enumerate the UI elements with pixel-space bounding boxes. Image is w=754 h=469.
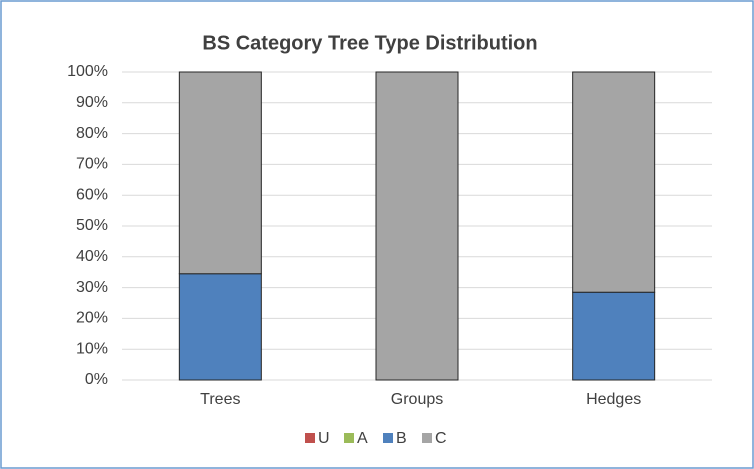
x-tick-label: Trees (200, 391, 240, 408)
y-tick-label: 10% (76, 340, 108, 357)
legend-swatch (305, 433, 315, 443)
y-tick-label: 90% (76, 94, 108, 111)
bar-segment (178, 71, 262, 275)
legend-swatch (422, 433, 432, 443)
y-tick-label: 40% (76, 248, 108, 265)
chart-title: BS Category Tree Type Distribution (202, 32, 537, 54)
legend-label: B (396, 430, 407, 447)
bar-segment (375, 71, 459, 381)
legend-label: U (318, 430, 330, 447)
bar-segment (572, 291, 656, 381)
y-tick-label: 20% (76, 310, 108, 327)
bar-segment (178, 273, 262, 381)
y-tick-label: 80% (76, 125, 108, 142)
y-tick-label: 100% (67, 63, 108, 80)
legend-label: C (435, 430, 447, 447)
y-tick-label: 30% (76, 279, 108, 296)
bar-segment (572, 71, 656, 293)
legend-label: A (357, 430, 368, 447)
legend-swatch (383, 433, 393, 443)
y-tick-label: 50% (76, 217, 108, 234)
x-tick-label: Groups (391, 391, 443, 408)
y-tick-label: 0% (85, 371, 108, 388)
y-tick-label: 60% (76, 186, 108, 203)
x-tick-label: Hedges (586, 391, 641, 408)
y-tick-label: 70% (76, 156, 108, 173)
legend-swatch (344, 433, 354, 443)
